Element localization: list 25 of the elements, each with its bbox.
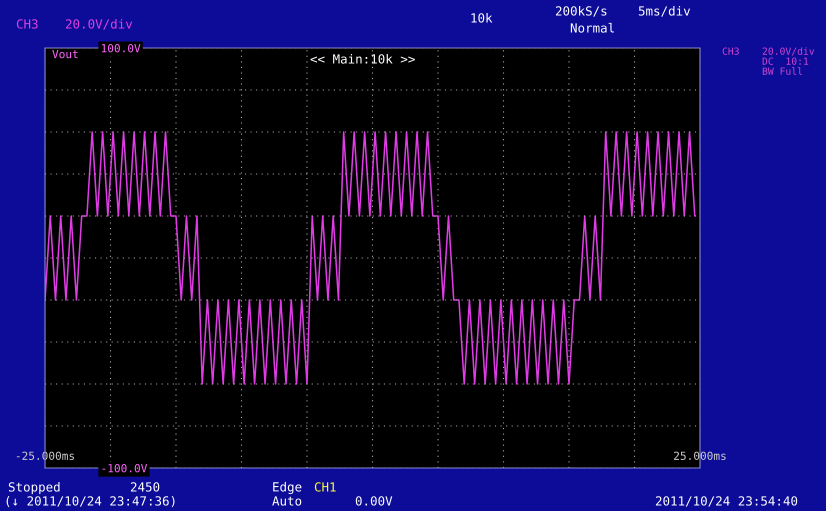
y-tick-label: 100.0V bbox=[102, 44, 140, 52]
text: CH3 bbox=[16, 19, 38, 29]
line-series bbox=[45, 131, 696, 385]
text: 0.00V bbox=[356, 496, 392, 506]
text: Normal bbox=[570, 22, 614, 33]
annotation: << Main:10k >> bbox=[310, 54, 415, 64]
text: 10k bbox=[472, 12, 492, 23]
text: Edge bbox=[273, 482, 302, 494]
text: BW Full bbox=[762, 67, 802, 75]
text: CH1 bbox=[314, 482, 336, 492]
text: 20.0V/div bbox=[762, 47, 814, 56]
text: Stopped bbox=[8, 482, 60, 494]
text: 200kS/s bbox=[556, 6, 606, 17]
text: DC 10:1 bbox=[762, 57, 808, 65]
text: 2450 bbox=[130, 482, 160, 492]
text: (↓ 2011/10/24 23:47:36) bbox=[6, 496, 174, 508]
x-tick-label: 25.000ms bbox=[674, 452, 726, 460]
text: Auto bbox=[272, 496, 302, 506]
text: 2011/10/24 23:54:40 bbox=[656, 496, 798, 507]
text: CH3 bbox=[722, 47, 739, 55]
x-tick-label: -25.000ms bbox=[16, 452, 74, 460]
y-tick-label: -100.0V bbox=[102, 464, 148, 472]
text: 20.0V/div bbox=[66, 18, 132, 30]
text: 5ms/div bbox=[638, 6, 690, 17]
annotation: Vout bbox=[52, 50, 78, 58]
